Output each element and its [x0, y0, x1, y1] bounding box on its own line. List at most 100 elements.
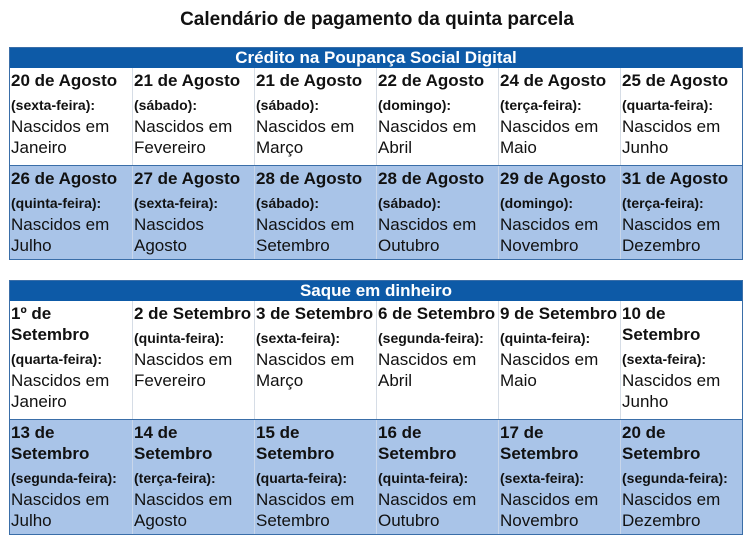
section-header: Saque em dinheiro: [10, 281, 742, 301]
table-cell: 29 de Agosto (domingo): Nascidos em Novemb…: [498, 166, 620, 259]
date-label: 1º de Setembro: [11, 304, 90, 344]
weekday-label: (sábado):: [256, 195, 319, 211]
date-label: 2 de Setembro: [134, 304, 252, 323]
date-label: 9 de Setembro: [500, 304, 618, 323]
weekday-label: (terça-feira):: [500, 97, 582, 113]
weekday-label: (quinta-feira):: [11, 195, 102, 211]
table-cell: 10 de Setembro (sexta-feira): Nascidos em …: [620, 301, 742, 419]
weekday-label: (sexta-feira):: [622, 351, 707, 367]
date-label: 15 de Setembro: [256, 423, 335, 463]
date-label: 14 de Setembro: [134, 423, 213, 463]
schedule-table: Saque em dinheiro 1º de Setembro (quarta-f…: [9, 280, 743, 535]
weekday-label: (sábado):: [378, 195, 441, 211]
date-label: 20 de Agosto: [11, 71, 118, 90]
date-label: 17 de Setembro: [500, 423, 579, 463]
table-cell: 9 de Setembro (quinta-feira): Nascidos em …: [498, 301, 620, 419]
weekday-label: (sexta-feira):: [11, 97, 96, 113]
weekday-label: (quinta-feira):: [378, 470, 469, 486]
birth-month-label: Nascidos em Julho: [11, 215, 110, 255]
weekday-label: (sexta-feira):: [500, 470, 585, 486]
table-cell: 31 de Agosto (terça-feira): Nascidos em De…: [620, 166, 742, 259]
date-label: 3 de Setembro: [256, 304, 374, 323]
table-cell: 14 de Setembro (terça-feira): Nascidos em …: [132, 420, 254, 534]
birth-month-label: Nascidos em Janeiro: [11, 117, 110, 157]
birth-month-label: Nascidos em Novembro: [500, 215, 599, 255]
birth-month-label: Nascidos em Maio: [500, 350, 599, 390]
birth-month-label: Nascidos em Fevereiro: [134, 117, 233, 157]
weekday-label: (sábado):: [256, 97, 319, 113]
weekday-label: (quinta-feira):: [134, 330, 225, 346]
date-label: 25 de Agosto: [622, 71, 729, 90]
table-cell: 28 de Agosto (sábado): Nascidos em Setembr…: [254, 166, 376, 259]
date-label: 13 de Setembro: [11, 423, 90, 463]
birth-month-label: Nascidos em Janeiro: [11, 371, 110, 411]
weekday-label: (quinta-feira):: [500, 330, 591, 346]
table-cell: 21 de Agosto (sábado): Nascidos em Março: [254, 68, 376, 165]
birth-month-label: Nascidos em Março: [256, 117, 355, 157]
birth-month-label: Nascidos Agosto: [134, 215, 204, 255]
table-row: 20 de Agosto (sexta-feira): Nascidos em Ja…: [10, 68, 742, 165]
weekday-label: (domingo):: [500, 195, 574, 211]
table-cell: 25 de Agosto (quarta-feira): Nascidos em J…: [620, 68, 742, 165]
date-label: 20 de Setembro: [622, 423, 701, 463]
birth-month-label: Nascidos em Novembro: [500, 490, 599, 530]
birth-month-label: Nascidos em Maio: [500, 117, 599, 157]
birth-month-label: Nascidos em Abril: [378, 117, 477, 157]
table-cell: 15 de Setembro (quarta-feira): Nascidos em…: [254, 420, 376, 534]
weekday-label: (domingo):: [378, 97, 452, 113]
weekday-label: (segunda-feira):: [622, 470, 728, 486]
table-row: 1º de Setembro (quarta-feira): Nascidos em…: [10, 301, 742, 419]
table-cell: 2 de Setembro (quinta-feira): Nascidos em …: [132, 301, 254, 419]
schedule-table: Crédito na Poupança Social Digital 20 de …: [9, 47, 743, 260]
table-row: 26 de Agosto (quinta-feira): Nascidos em J…: [10, 165, 742, 259]
table-cell: 24 de Agosto (terça-feira): Nascidos em Ma…: [498, 68, 620, 165]
table-cell: 22 de Agosto (domingo): Nascidos em Abril: [376, 68, 498, 165]
birth-month-label: Nascidos em Julho: [11, 490, 110, 530]
table-cell: 17 de Setembro (sexta-feira): Nascidos em …: [498, 420, 620, 534]
date-label: 26 de Agosto: [11, 169, 118, 188]
date-label: 24 de Agosto: [500, 71, 607, 90]
table-cell: 21 de Agosto (sábado): Nascidos em Feverei…: [132, 68, 254, 165]
date-label: 6 de Setembro: [378, 304, 496, 323]
table-cell: 13 de Setembro (segunda-feira): Nascidos e…: [10, 420, 132, 534]
weekday-label: (quarta-feira):: [256, 470, 348, 486]
table-row: 13 de Setembro (segunda-feira): Nascidos e…: [10, 419, 742, 534]
table-cell: 1º de Setembro (quarta-feira): Nascidos em…: [10, 301, 132, 419]
birth-month-label: Nascidos em Outubro: [378, 490, 477, 530]
table-cell: 27 de Agosto (sexta-feira): Nascidos Agost…: [132, 166, 254, 259]
weekday-label: (quarta-feira):: [11, 351, 103, 367]
page-title: Calendário de pagamento da quinta parcel…: [180, 9, 574, 30]
date-label: 28 de Agosto: [378, 169, 485, 188]
table-cell: 20 de Agosto (sexta-feira): Nascidos em Ja…: [10, 68, 132, 165]
weekday-label: (segunda-feira):: [11, 470, 117, 486]
date-label: 10 de Setembro: [622, 304, 701, 344]
weekday-label: (sexta-feira):: [256, 330, 341, 346]
birth-month-label: Nascidos em Agosto: [134, 490, 233, 530]
weekday-label: (segunda-feira):: [378, 330, 484, 346]
section-header: Crédito na Poupança Social Digital: [10, 48, 742, 68]
birth-month-label: Nascidos em Março: [256, 350, 355, 390]
date-label: 21 de Agosto: [134, 71, 241, 90]
date-label: 27 de Agosto: [134, 169, 241, 188]
date-label: 28 de Agosto: [256, 169, 363, 188]
table-cell: 6 de Setembro (segunda-feira): Nascidos em…: [376, 301, 498, 419]
birth-month-label: Nascidos em Setembro: [256, 215, 355, 255]
weekday-label: (quarta-feira):: [622, 97, 714, 113]
birth-month-label: Nascidos em Outubro: [378, 215, 477, 255]
date-label: 31 de Agosto: [622, 169, 729, 188]
date-label: 21 de Agosto: [256, 71, 363, 90]
weekday-label: (terça-feira):: [622, 195, 704, 211]
date-label: 29 de Agosto: [500, 169, 607, 188]
birth-month-label: Nascidos em Fevereiro: [134, 350, 233, 390]
table-cell: 26 de Agosto (quinta-feira): Nascidos em J…: [10, 166, 132, 259]
birth-month-label: Nascidos em Abril: [378, 350, 477, 390]
table-cell: 20 de Setembro (segunda-feira): Nascidos e…: [620, 420, 742, 534]
weekday-label: (sexta-feira):: [134, 195, 219, 211]
birth-month-label: Nascidos em Junho: [622, 117, 721, 157]
birth-month-label: Nascidos em Dezembro: [622, 490, 721, 530]
weekday-label: (terça-feira):: [134, 470, 216, 486]
weekday-label: (sábado):: [134, 97, 197, 113]
birth-month-label: Nascidos em Setembro: [256, 490, 355, 530]
table-cell: 28 de Agosto (sábado): Nascidos em Outubro: [376, 166, 498, 259]
birth-month-label: Nascidos em Junho: [622, 371, 721, 411]
